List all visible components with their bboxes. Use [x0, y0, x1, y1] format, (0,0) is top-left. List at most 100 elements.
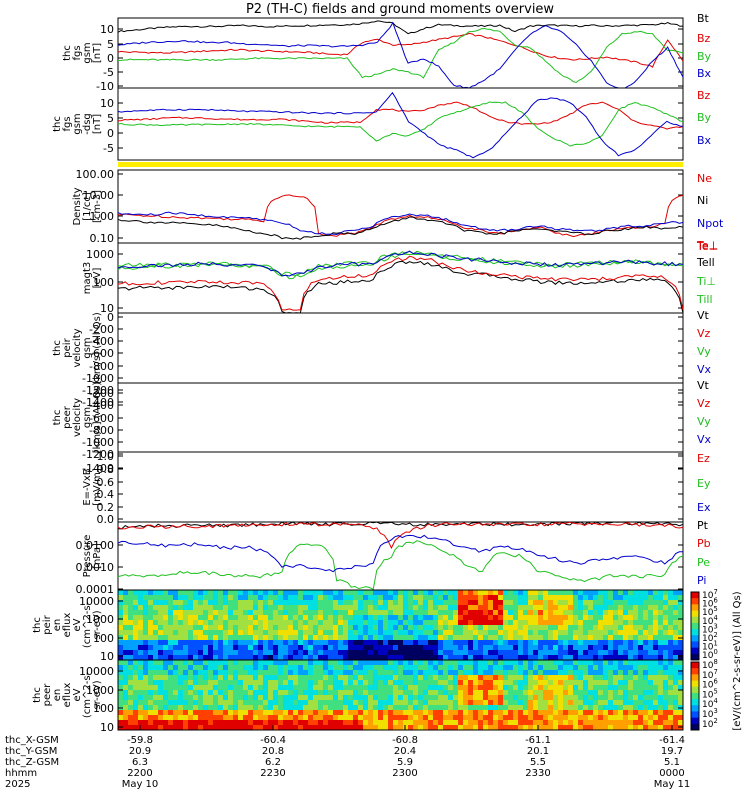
- heatmap-cell: [663, 590, 669, 596]
- heatmap-cell: [483, 685, 489, 691]
- heatmap-cell: [328, 710, 334, 716]
- heatmap-cell: [533, 650, 539, 656]
- heatmap-cell: [453, 705, 459, 711]
- heatmap-cell: [358, 590, 364, 596]
- heatmap-cell: [633, 640, 639, 646]
- heatmap-cell: [458, 620, 464, 626]
- heatmap-cell: [193, 665, 199, 671]
- heatmap-cell: [503, 615, 509, 621]
- heatmap-cell: [513, 720, 519, 726]
- heatmap-cell: [598, 625, 604, 631]
- heatmap-cell: [588, 640, 594, 646]
- heatmap-cell: [368, 665, 374, 671]
- heatmap-cell: [328, 655, 334, 661]
- heatmap-cell: [288, 595, 294, 601]
- heatmap-cell: [378, 635, 384, 641]
- heatmap-cell: [488, 680, 494, 686]
- heatmap-cell: [413, 660, 419, 666]
- heatmap-cell: [603, 630, 609, 636]
- heatmap-cell: [653, 635, 659, 641]
- heatmap-cell: [183, 635, 189, 641]
- heatmap-cell: [218, 695, 224, 701]
- legend-label-Ne: Ne: [697, 172, 712, 185]
- heatmap-cell: [163, 715, 169, 721]
- heatmap-cell: [368, 605, 374, 611]
- heatmap-cell: [493, 670, 499, 676]
- heatmap-cell: [338, 600, 344, 606]
- heatmap-cell: [343, 590, 349, 596]
- heatmap-cell: [433, 665, 439, 671]
- heatmap-cell: [218, 625, 224, 631]
- heatmap-cell: [393, 610, 399, 616]
- heatmap-cell: [233, 700, 239, 706]
- heatmap-cell: [443, 625, 449, 631]
- heatmap-cell: [293, 650, 299, 656]
- heatmap-cell: [578, 700, 584, 706]
- heatmap-cell: [618, 680, 624, 686]
- heatmap-cell: [333, 720, 339, 726]
- heatmap-cell: [658, 700, 664, 706]
- heatmap-cell: [138, 725, 144, 731]
- heatmap-cell: [583, 615, 589, 621]
- heatmap-cell: [673, 710, 679, 716]
- heatmap-cell: [408, 610, 414, 616]
- heatmap-cell: [318, 645, 324, 651]
- heatmap-cell: [453, 635, 459, 641]
- heatmap-cell: [528, 710, 534, 716]
- heatmap-cell: [553, 615, 559, 621]
- heatmap-cell: [203, 625, 209, 631]
- heatmap-cell: [593, 625, 599, 631]
- heatmap-cell: [523, 685, 529, 691]
- heatmap-cell: [593, 650, 599, 656]
- heatmap-cell: [368, 670, 374, 676]
- heatmap-cell: [343, 655, 349, 661]
- heatmap-cell: [618, 670, 624, 676]
- heatmap-cell: [188, 720, 194, 726]
- heatmap-cell: [583, 695, 589, 701]
- heatmap-cell: [563, 665, 569, 671]
- heatmap-cell: [393, 715, 399, 721]
- heatmap-cell: [338, 725, 344, 731]
- heatmap-cell: [483, 610, 489, 616]
- heatmap-cell: [608, 600, 614, 606]
- heatmap-cell: [468, 705, 474, 711]
- heatmap-cell: [123, 655, 129, 661]
- heatmap-cell: [533, 635, 539, 641]
- heatmap-cell: [118, 710, 124, 716]
- heatmap-cell: [488, 725, 494, 731]
- heatmap-cell: [158, 655, 164, 661]
- heatmap-cell: [553, 610, 559, 616]
- y-axis-label-line: peir: [62, 337, 73, 357]
- heatmap-cell: [673, 695, 679, 701]
- heatmap-cell: [638, 720, 644, 726]
- heatmap-cell: [438, 660, 444, 666]
- heatmap-cell: [598, 650, 604, 656]
- heatmap-cell: [483, 665, 489, 671]
- heatmap-cell: [508, 640, 514, 646]
- heatmap-cell: [378, 705, 384, 711]
- heatmap-cell: [663, 660, 669, 666]
- heatmap-cell: [283, 695, 289, 701]
- heatmap-cell: [208, 600, 214, 606]
- heatmap-cell: [123, 610, 129, 616]
- heatmap-cell: [678, 630, 684, 636]
- heatmap-cell: [343, 610, 349, 616]
- heatmap-cell: [678, 665, 684, 671]
- heatmap-cell: [148, 705, 154, 711]
- heatmap-cell: [398, 620, 404, 626]
- heatmap-cell: [203, 630, 209, 636]
- heatmap-cell: [433, 685, 439, 691]
- heatmap-cell: [218, 670, 224, 676]
- heatmap-cell: [528, 720, 534, 726]
- heatmap-cell: [363, 670, 369, 676]
- heatmap-cell: [318, 660, 324, 666]
- heatmap-cell: [603, 650, 609, 656]
- heatmap-cell: [488, 710, 494, 716]
- heatmap-cell: [508, 720, 514, 726]
- heatmap-cell: [213, 655, 219, 661]
- heatmap-cell: [488, 595, 494, 601]
- heatmap-cell: [633, 610, 639, 616]
- heatmap-cell: [168, 690, 174, 696]
- heatmap-cell: [628, 715, 634, 721]
- heatmap-cell: [493, 645, 499, 651]
